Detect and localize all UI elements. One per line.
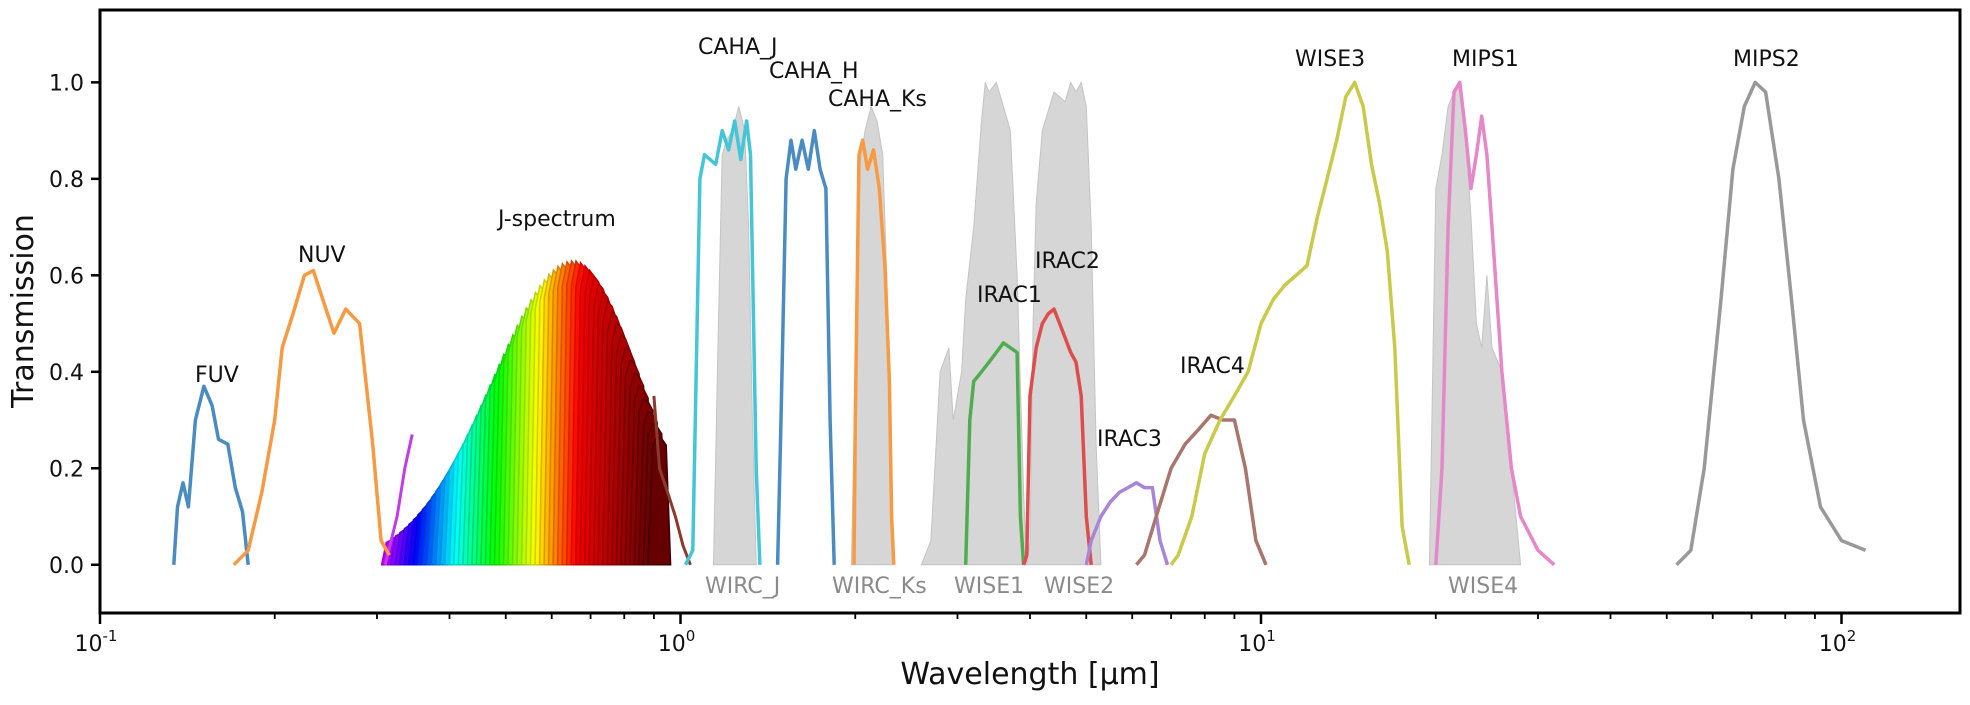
series-layer: [172, 80, 1867, 567]
label-mips1: MIPS1: [1452, 47, 1519, 72]
gray-filter-layer: [712, 80, 1522, 566]
series-fuv: [172, 384, 250, 565]
series-irac1: [963, 341, 1026, 565]
label-caha-h: CAHA_H: [769, 59, 859, 84]
y-tick-label: 0.0: [49, 554, 84, 579]
x-tick-label: 102: [1819, 627, 1857, 657]
y-axis-ticks: 0.0 0.2 0.4 0.6 0.8 1.0: [49, 71, 100, 579]
label-wise2: WISE2: [1044, 574, 1114, 599]
y-tick-label: 0.2: [49, 457, 84, 482]
y-tick-label: 0.6: [49, 264, 84, 289]
label-irac2: IRAC2: [1035, 249, 1100, 274]
gray-filter-wise1: [920, 81, 1028, 566]
label-irac4: IRAC4: [1180, 354, 1245, 379]
series-irac3: [1084, 481, 1170, 566]
label-caha-ks: CAHA_Ks: [828, 87, 927, 112]
label-nuv: NUV: [298, 243, 346, 268]
series-mips1: [1434, 80, 1556, 567]
y-tick-label: 1.0: [49, 71, 84, 96]
label-wirc-j: WIRC_J: [705, 574, 780, 599]
series-caha-h: [775, 128, 836, 565]
y-axis-title: Transmission: [6, 214, 41, 409]
label-wise3: WISE3: [1295, 47, 1365, 72]
series-caha-j: [683, 119, 762, 566]
series-caha-ks: [852, 138, 896, 565]
label-irac3: IRAC3: [1097, 427, 1162, 452]
series-mips2: [1675, 80, 1867, 567]
j-spectrum-right-tail: [652, 395, 692, 566]
series-nuv: [232, 268, 391, 567]
label-mips2: MIPS2: [1733, 47, 1800, 72]
label-caha-j: CAHA_J: [698, 35, 778, 60]
j-spectrum-layer: [380, 259, 692, 566]
label-fuv: FUV: [195, 363, 239, 388]
label-wise4: WISE4: [1448, 574, 1518, 599]
x-axis-ticks: 10-1 100 101 102: [75, 613, 1857, 657]
label-wise1: WISE1: [954, 574, 1024, 599]
x-tick-label: 101: [1238, 627, 1276, 657]
x-tick-label: 100: [658, 627, 696, 657]
label-wirc-ks: WIRC_Ks: [832, 574, 927, 599]
series-irac4: [1135, 413, 1268, 566]
series-wise3: [1169, 80, 1411, 566]
x-tick-label: 10-1: [75, 627, 118, 657]
label-irac1: IRAC1: [977, 283, 1042, 308]
gray-filter-wirc-j: [712, 106, 757, 566]
y-tick-label: 0.4: [49, 361, 84, 386]
series-irac2: [1021, 307, 1093, 566]
j-spectrum-band: [647, 435, 672, 566]
j-spectrum-left-tail: [383, 434, 414, 566]
y-tick-label: 0.8: [49, 168, 84, 193]
label-j-spectrum: J-spectrum: [496, 207, 616, 232]
x-axis-title: Wavelength [μm]: [900, 657, 1159, 692]
